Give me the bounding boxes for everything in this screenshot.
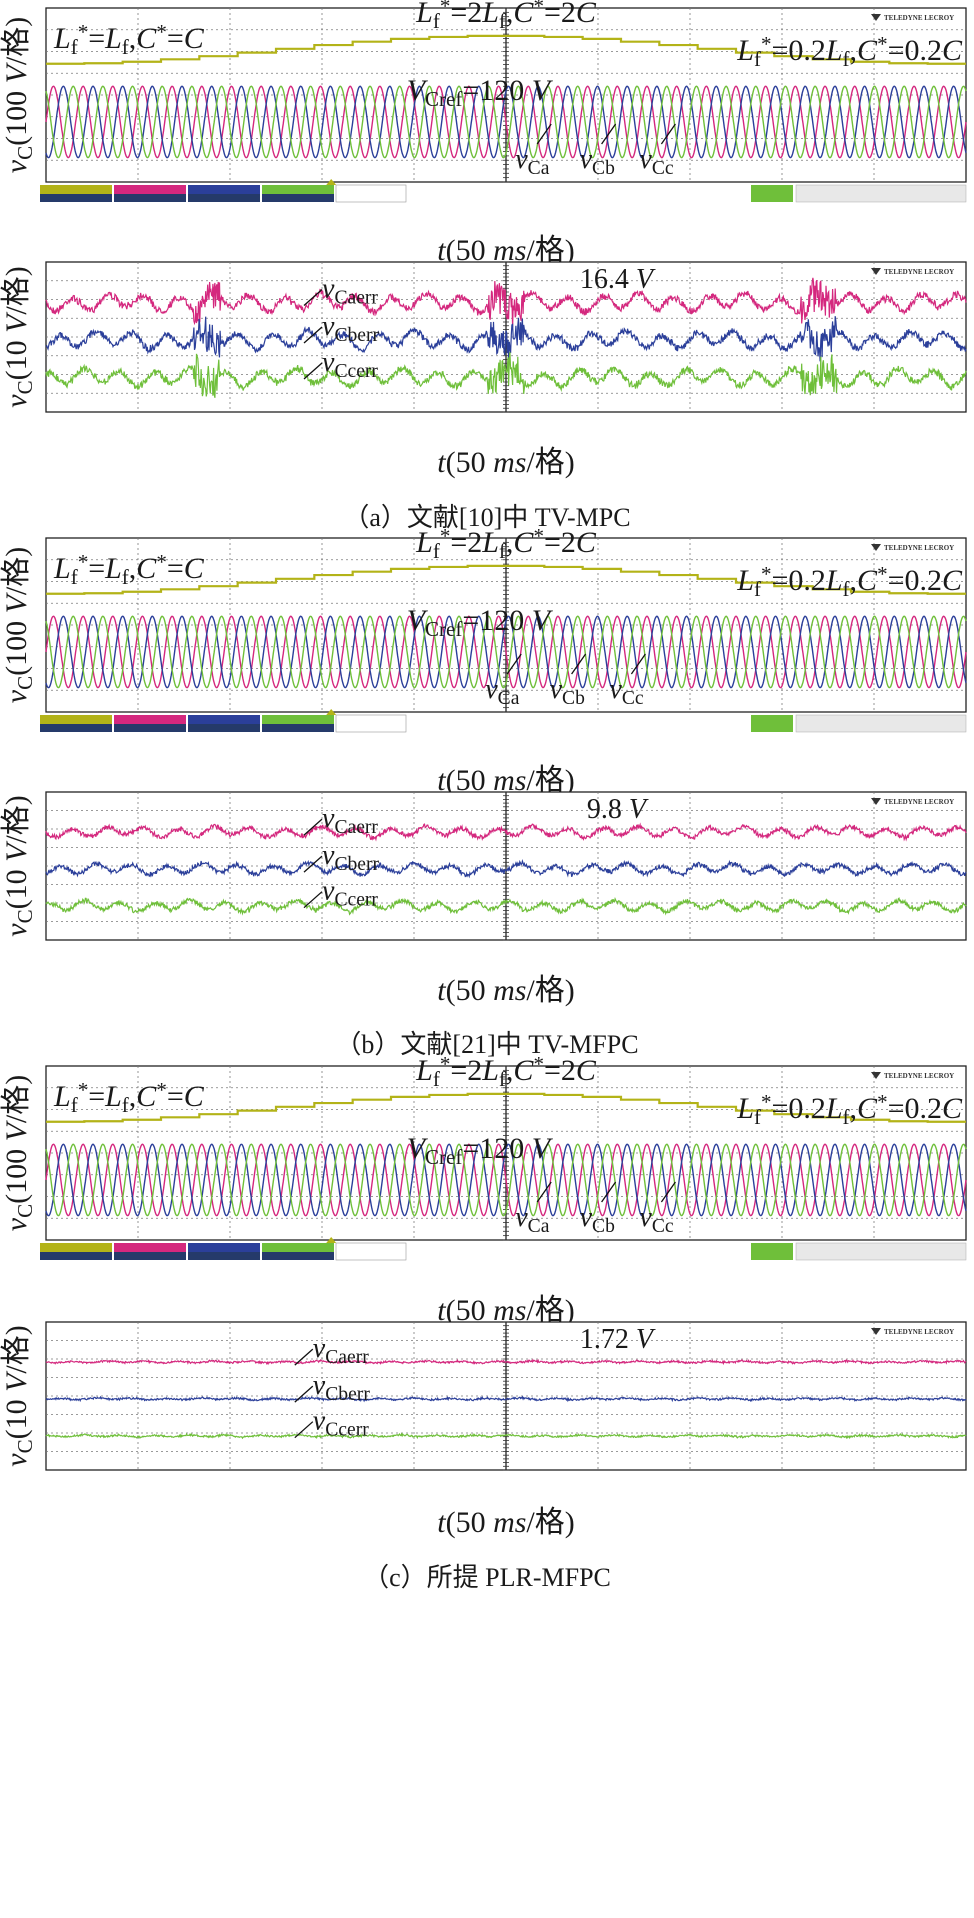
lecroy-logo-icon — [871, 544, 881, 551]
panel-caption: （c）所提 PLR-MFPC — [363, 1563, 611, 1592]
series-vcb-line — [45, 1143, 967, 1217]
annotation-ec: vCcerr — [322, 876, 378, 911]
series-vcc-line — [45, 85, 967, 159]
annotation-lf-right: Lf*=0.2Lf,C*=0.2C — [736, 562, 963, 602]
scope-status-bar — [40, 714, 967, 733]
series-vcc-line — [45, 615, 967, 689]
lecroy-logo-icon — [871, 798, 881, 805]
lecroy-logo-icon — [871, 14, 881, 21]
y-axis-label: vC(10 V/格) — [0, 1325, 37, 1467]
annotation-vcref: VCref=120 V — [407, 1132, 554, 1169]
annotation-vb: vCb — [550, 674, 586, 709]
panel-caption: （a）文献[10]中 TV-MPC — [343, 503, 630, 532]
series-vcaerr-line — [45, 822, 967, 842]
series-vca-line — [45, 1143, 967, 1217]
annotation-vc: vCc — [639, 1202, 674, 1237]
series-vcberr-line — [45, 858, 967, 879]
annotation-eb: vCberr — [322, 311, 380, 346]
trigger-marker-icon — [326, 179, 337, 185]
brand-label: TELEDYNE LECROY — [884, 544, 954, 552]
x-axis-label: t(50 ms/格) — [437, 974, 575, 1007]
annotation-lf-mid: Lf*=2Lf,C*=2C — [415, 1052, 597, 1092]
lecroy-logo-icon — [871, 1328, 881, 1335]
brand-label: TELEDYNE LECROY — [884, 1072, 954, 1080]
annotation-ec: vCcerr — [313, 1406, 369, 1441]
y-axis-label: vC(100 V/格) — [0, 547, 37, 704]
annotation-peak-error: 16.4 V — [580, 264, 656, 295]
trigger-marker-icon — [326, 1237, 337, 1243]
y-axis-label: vC(100 V/格) — [0, 17, 37, 174]
voltage-panel-3: TELEDYNE LECROY Lf*=Lf,C*=C Lf*=2Lf,C*=2C L… — [0, 1052, 967, 1261]
annotation-eb: vCberr — [313, 1370, 371, 1405]
lecroy-logo-icon — [871, 268, 881, 275]
series-vca-line — [45, 615, 967, 689]
annotation-vc: vCc — [609, 674, 644, 709]
series-vccerr-line — [45, 896, 967, 916]
series-vca-line — [45, 85, 967, 159]
brand-label: TELEDYNE LECROY — [884, 268, 954, 276]
series-vcc-line — [45, 1143, 967, 1217]
series-vcb-line — [45, 85, 967, 159]
vcref-staircase — [46, 34, 966, 65]
series-vcb-line — [45, 615, 967, 689]
annotation-lf-left: Lf*=Lf,C*=C — [53, 550, 205, 590]
brand-label: TELEDYNE LECROY — [884, 1328, 954, 1336]
annotation-lf-right: Lf*=0.2Lf,C*=0.2C — [736, 32, 963, 72]
trigger-marker-icon — [326, 709, 337, 715]
annotation-vb: vCb — [580, 1202, 616, 1237]
annotation-va: vCa — [485, 674, 520, 709]
x-axis-label: t(50 ms/格) — [437, 1506, 575, 1539]
vcref-staircase — [46, 1092, 966, 1123]
annotation-va: vCa — [515, 144, 550, 179]
annotation-ea: vCaerr — [322, 803, 378, 838]
series-vccerr-line — [45, 352, 967, 398]
brand-label: TELEDYNE LECROY — [884, 14, 954, 22]
annotation-lf-mid: Lf*=2Lf,C*=2C — [415, 0, 597, 33]
brand-label: TELEDYNE LECROY — [884, 798, 954, 806]
annotation-ec: vCcerr — [322, 347, 378, 382]
series-vcberr-line — [45, 316, 967, 362]
annotation-peak-error: 1.72 V — [580, 1324, 656, 1355]
annotation-ea: vCaerr — [322, 274, 378, 309]
annotation-lf-right: Lf*=0.2Lf,C*=0.2C — [736, 1090, 963, 1130]
annotation-eb: vCberr — [322, 840, 380, 875]
scope-status-bar — [40, 184, 967, 203]
scope-status-bar — [40, 1242, 967, 1261]
annotation-lf-mid: Lf*=2Lf,C*=2C — [415, 524, 597, 564]
lecroy-logo-icon — [871, 1072, 881, 1079]
annotation-vb: vCb — [580, 144, 616, 179]
series-vcaerr-line — [45, 277, 967, 328]
series-vcberr-line — [45, 1395, 967, 1403]
y-axis-label: vC(100 V/格) — [0, 1075, 37, 1232]
voltage-panel-2: TELEDYNE LECROY Lf*=Lf,C*=C Lf*=2Lf,C*=2C L… — [0, 524, 967, 733]
y-axis-label: vC(10 V/格) — [0, 266, 37, 408]
x-axis-label: t(50 ms/格) — [437, 446, 575, 479]
panel-caption: （b）文献[21]中 TV-MFPC — [335, 1030, 638, 1059]
vcref-staircase — [46, 564, 966, 595]
annotation-vcref: VCref=120 V — [407, 604, 554, 641]
series-vcaerr-line — [45, 1358, 967, 1366]
annotation-lf-left: Lf*=Lf,C*=C — [53, 20, 205, 60]
annotation-vcref: VCref=120 V — [407, 74, 554, 111]
annotation-lf-left: Lf*=Lf,C*=C — [53, 1078, 205, 1118]
series-vccerr-line — [45, 1432, 967, 1440]
annotation-va: vCa — [515, 1202, 550, 1237]
annotation-vc: vCc — [639, 144, 674, 179]
annotation-peak-error: 9.8 V — [587, 794, 649, 825]
annotation-ea: vCaerr — [313, 1333, 369, 1368]
voltage-panel-1: TELEDYNE LECROY Lf*=Lf,C*=C Lf*=2Lf,C*=2C L… — [0, 0, 967, 203]
y-axis-label: vC(10 V/格) — [0, 795, 37, 937]
